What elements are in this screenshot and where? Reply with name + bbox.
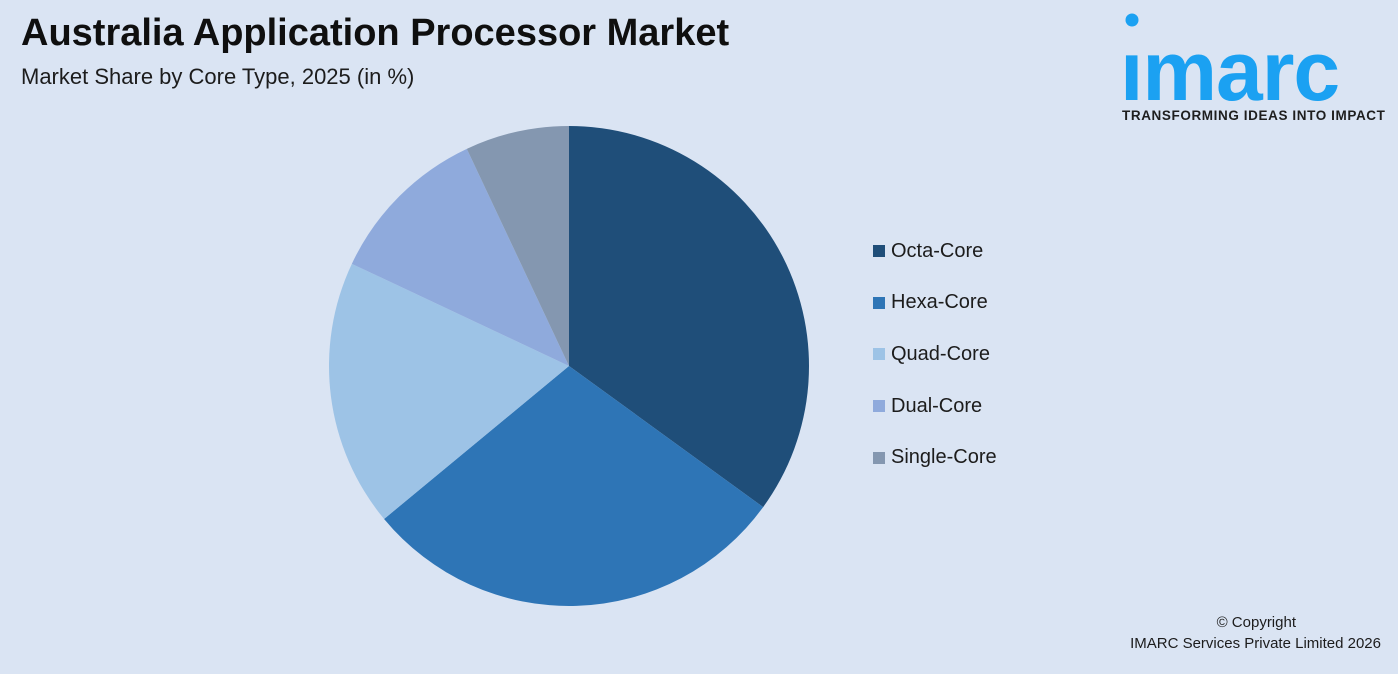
legend-label: Hexa-Core [891,291,988,314]
logo-tagline: TRANSFORMING IDEAS INTO IMPACT [1122,108,1386,123]
legend-item-hexa-core: Hexa-Core [873,290,997,316]
chart-title: Australia Application Processor Market [21,12,730,54]
pie-slice-single-core [466,126,569,366]
copyright-line-1: © Copyright [1216,614,1296,631]
legend-swatch [873,348,885,361]
logo-dot [1125,13,1139,27]
legend-swatch [873,296,885,309]
pie-slice-dual-core [351,148,569,366]
legend-item-quad-core: Quad-Core [873,341,997,367]
copyright: © Copyright IMARC Services Private Limit… [1130,612,1381,654]
imarc-wordmark: ımarc [1120,13,1340,108]
legend-swatch [873,451,885,464]
pie-slice-hexa-core [384,366,764,607]
logo-wordmark-text: ımarc [1120,24,1339,108]
legend-label: Quad-Core [891,342,990,365]
legend-label: Octa-Core [891,239,984,262]
pie-chart [329,126,810,607]
chart-subtitle: Market Share by Core Type, 2025 (in %) [21,64,415,89]
legend-swatch [873,245,885,257]
pie-slice-octa-core [569,126,810,508]
legend-label: Single-Core [891,446,997,469]
copyright-line-2: IMARC Services Private Limited 2026 [1130,635,1381,652]
legend: Octa-Core Hexa-Core Quad-Core Dual-Core Sing… [873,238,997,496]
legend-label: Dual-Core [891,394,983,417]
pie-slice-quad-core [329,263,569,519]
imarc-logo: ımarc TRANSFORMING IDEAS INTO IMPACT [1118,8,1393,126]
legend-item-dual-core: Dual-Core [873,393,997,419]
legend-item-single-core: Single-Core [873,445,997,471]
legend-swatch [873,400,885,413]
legend-item-octa-core: Octa-Core [873,238,997,264]
